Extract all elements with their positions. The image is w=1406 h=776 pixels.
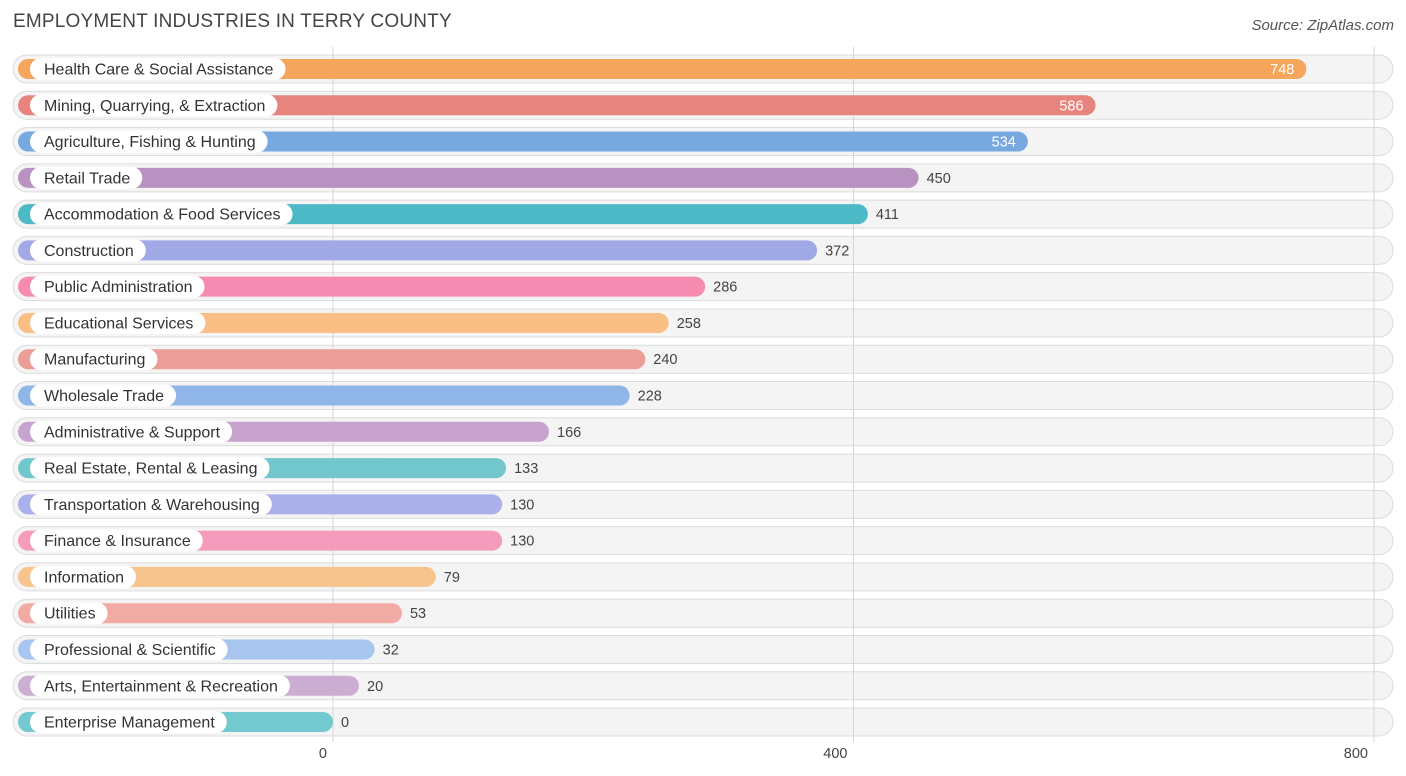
bar-label-pill	[30, 275, 205, 298]
bar-label: Finance & Insurance	[44, 533, 191, 550]
x-axis: 0 400 800	[319, 746, 1368, 762]
bar-label-pill	[30, 420, 233, 443]
row-background	[12, 671, 1394, 701]
bar-label-pill	[30, 384, 177, 407]
bar-label-pill	[30, 58, 286, 80]
chart-source: Source: ZipAtlas.com	[1251, 17, 1394, 34]
bar-value: 133	[514, 461, 538, 477]
bar-label-pill	[30, 130, 268, 153]
x-tick-label: 0	[319, 746, 327, 762]
bar-label: Utilities	[44, 606, 96, 623]
bar-label: Educational Services	[44, 315, 193, 332]
bar-value: 0	[341, 715, 349, 731]
row-background	[12, 707, 1394, 737]
bar-label-pill	[30, 239, 146, 262]
bar-label-pill	[30, 638, 228, 661]
bar-value: 534	[992, 135, 1016, 151]
bar-value: 240	[653, 352, 677, 368]
bar-label-pill	[30, 493, 272, 516]
bar-label-pill	[30, 565, 137, 588]
bar-label-pill	[30, 457, 270, 480]
bar-value: 286	[713, 280, 737, 296]
chart-title: EMPLOYMENT INDUSTRIES IN TERRY COUNTY	[13, 11, 452, 32]
bar-value: 748	[1270, 62, 1294, 78]
bar-label-pill	[30, 348, 158, 371]
bar-label: Arts, Entertainment & Recreation	[44, 678, 278, 695]
bar-label: Mining, Quarrying, & Extraction	[44, 98, 265, 115]
bar-value: 20	[367, 679, 383, 695]
bar-value: 79	[444, 570, 460, 586]
bar-value: 32	[383, 642, 399, 658]
bar-label: Manufacturing	[44, 352, 145, 369]
bar-label: Retail Trade	[44, 170, 130, 187]
bar-value: 411	[876, 207, 899, 223]
bar-value: 450	[927, 171, 951, 187]
bar	[18, 603, 402, 624]
bar-value: 228	[638, 389, 662, 405]
x-tick-label: 400	[823, 746, 847, 762]
bar-label: Public Administration	[44, 279, 193, 296]
bar-label-pill	[30, 602, 108, 625]
bar	[18, 349, 646, 370]
bar-label: Accommodation & Food Services	[44, 207, 281, 224]
bar	[18, 59, 1307, 79]
bar-label-pill	[30, 166, 143, 189]
bar-label-pill	[30, 203, 293, 226]
bars: Health Care & Social Assistance 748 Mining…	[18, 58, 1307, 734]
bar	[18, 95, 1096, 116]
bar	[18, 131, 1028, 152]
bar-label: Real Estate, Rental & Leasing	[44, 461, 257, 478]
bar-label-pill	[30, 529, 203, 552]
bar	[18, 240, 818, 261]
bar-label: Wholesale Trade	[44, 388, 164, 405]
bar-value: 53	[410, 606, 426, 622]
bar-value: 130	[510, 534, 534, 550]
bar-label: Enterprise Management	[44, 715, 215, 732]
bar-value: 130	[510, 497, 534, 513]
bar-label: Professional & Scientific	[44, 642, 216, 659]
bar-label-pill	[30, 711, 227, 734]
bar-label: Transportation & Warehousing	[44, 497, 260, 514]
bar-value: 258	[677, 316, 701, 332]
bar-value: 166	[557, 425, 581, 441]
bar-label-pill	[30, 674, 290, 697]
bar-value: 372	[825, 243, 849, 259]
bar	[18, 167, 919, 188]
x-tick-label: 800	[1344, 746, 1368, 762]
bar-label: Health Care & Social Assistance	[44, 62, 274, 79]
bar-label: Agriculture, Fishing & Hunting	[44, 134, 256, 151]
bar-label: Construction	[44, 243, 134, 260]
bar-label: Administrative & Support	[44, 424, 221, 441]
bar-label: Information	[44, 569, 124, 586]
bar-label-pill	[30, 94, 278, 117]
bar-value: 586	[1059, 98, 1083, 114]
bar-label-pill	[30, 311, 206, 334]
